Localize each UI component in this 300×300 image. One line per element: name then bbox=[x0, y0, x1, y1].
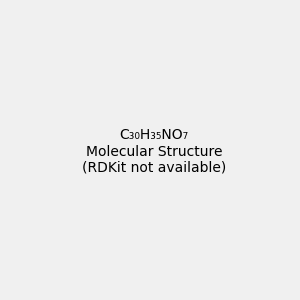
Text: C₃₀H₃₅NO₇
Molecular Structure
(RDKit not available): C₃₀H₃₅NO₇ Molecular Structure (RDKit not… bbox=[82, 128, 226, 175]
